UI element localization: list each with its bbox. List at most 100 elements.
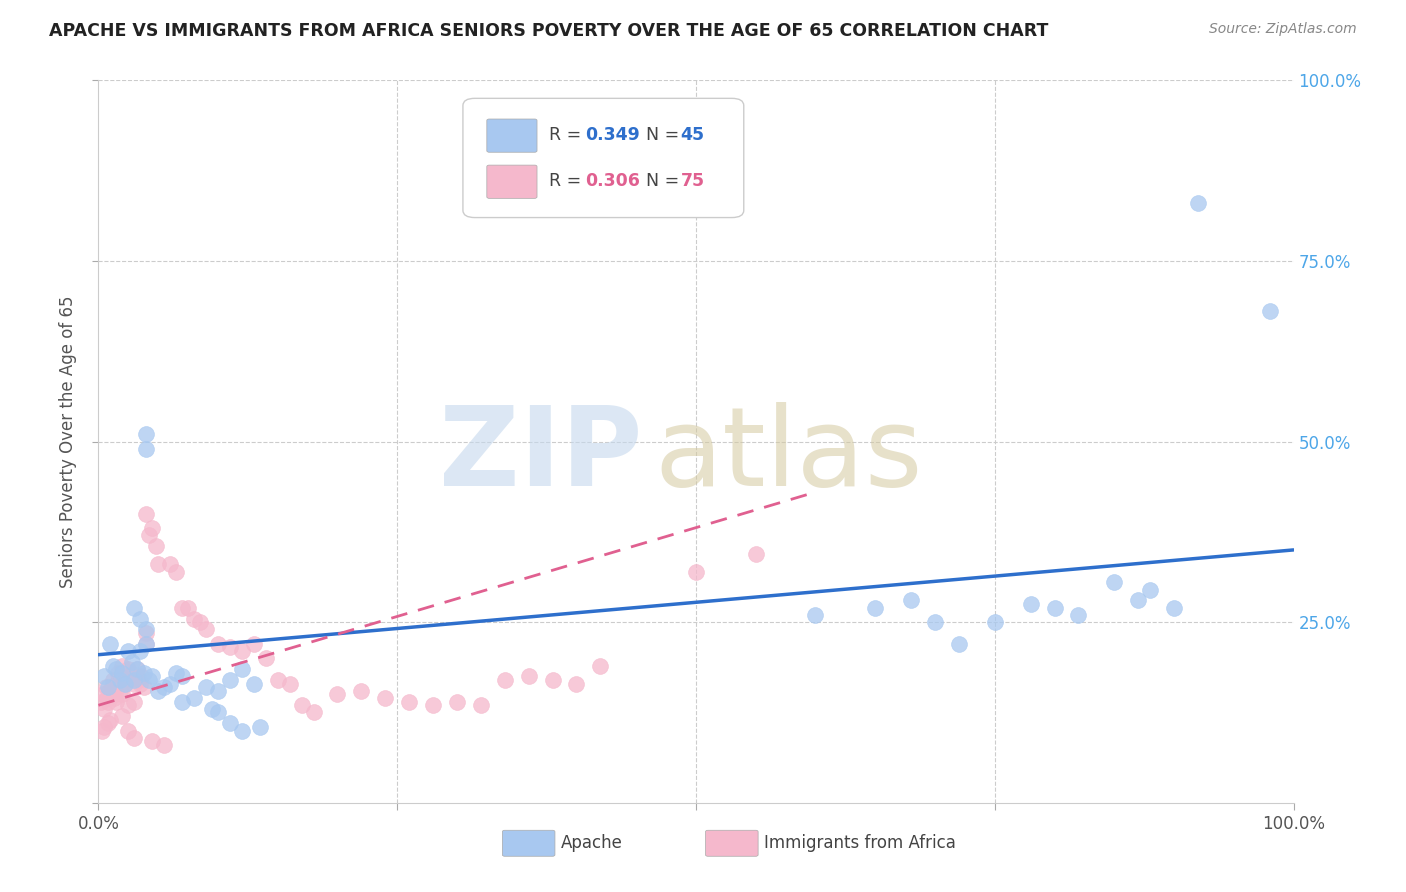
Point	[105, 695, 128, 709]
Point	[470, 698, 492, 713]
Point	[101, 673, 124, 687]
Point	[165, 665, 187, 680]
Text: R =: R =	[548, 172, 586, 190]
Point	[108, 673, 131, 687]
Point	[153, 738, 176, 752]
Text: 0.306: 0.306	[585, 172, 640, 190]
Point	[177, 600, 200, 615]
Point	[129, 611, 152, 625]
Point	[96, 691, 118, 706]
Point	[125, 662, 148, 676]
Text: N =: N =	[645, 172, 685, 190]
Text: Immigrants from Africa: Immigrants from Africa	[763, 834, 956, 852]
Text: 0.349: 0.349	[585, 126, 640, 144]
Y-axis label: Seniors Poverty Over the Age of 65: Seniors Poverty Over the Age of 65	[59, 295, 77, 588]
Point	[948, 637, 970, 651]
Point	[374, 691, 396, 706]
FancyBboxPatch shape	[486, 119, 537, 153]
Point	[1187, 196, 1209, 211]
Text: 45: 45	[681, 126, 704, 144]
Point	[159, 558, 181, 572]
Point	[98, 683, 121, 698]
Point	[125, 662, 148, 676]
Point	[135, 626, 157, 640]
Point	[201, 702, 224, 716]
Point	[91, 687, 114, 701]
Point	[129, 676, 152, 690]
Point	[135, 637, 157, 651]
Text: Source: ZipAtlas.com: Source: ZipAtlas.com	[1209, 22, 1357, 37]
Point	[188, 615, 211, 630]
Point	[172, 600, 194, 615]
FancyBboxPatch shape	[463, 98, 744, 218]
Point	[132, 665, 155, 680]
Point	[98, 687, 122, 701]
Point	[148, 558, 170, 572]
Point	[131, 669, 153, 683]
Point	[111, 658, 134, 673]
Point	[105, 662, 128, 676]
Point	[135, 427, 157, 442]
Point	[103, 691, 125, 706]
Point	[121, 655, 143, 669]
Point	[101, 658, 124, 673]
Point	[117, 698, 139, 713]
Point	[865, 600, 887, 615]
Point	[195, 680, 218, 694]
Point	[159, 676, 181, 690]
Point	[254, 651, 277, 665]
Point	[135, 623, 157, 637]
Point	[117, 644, 139, 658]
Point	[141, 521, 163, 535]
Point	[565, 676, 588, 690]
Point	[231, 723, 253, 738]
Point	[900, 593, 922, 607]
Point	[107, 665, 129, 680]
Point	[350, 683, 373, 698]
Text: atlas: atlas	[654, 402, 922, 509]
Point	[100, 680, 122, 694]
Point	[219, 640, 242, 655]
Point	[115, 669, 138, 683]
Point	[172, 669, 194, 683]
Point	[291, 698, 314, 713]
Point	[1139, 582, 1161, 597]
Point	[398, 695, 420, 709]
FancyBboxPatch shape	[502, 830, 555, 856]
Point	[93, 720, 115, 734]
Point	[1104, 575, 1126, 590]
Point	[98, 637, 122, 651]
Point	[93, 669, 115, 683]
Point	[114, 676, 136, 690]
Point	[97, 680, 120, 694]
Point	[207, 637, 229, 651]
Point	[111, 665, 134, 680]
Point	[108, 683, 131, 698]
Text: APACHE VS IMMIGRANTS FROM AFRICA SENIORS POVERTY OVER THE AGE OF 65 CORRELATION : APACHE VS IMMIGRANTS FROM AFRICA SENIORS…	[49, 22, 1049, 40]
Text: N =: N =	[645, 126, 685, 144]
Point	[745, 547, 768, 561]
Point	[446, 695, 468, 709]
Point	[141, 669, 163, 683]
Point	[1163, 600, 1185, 615]
Point	[118, 673, 141, 687]
Text: 75: 75	[681, 172, 704, 190]
Text: ZIP: ZIP	[439, 402, 643, 509]
Point	[97, 695, 120, 709]
Point	[135, 637, 157, 651]
Point	[541, 673, 564, 687]
Point	[183, 611, 205, 625]
Point	[111, 687, 134, 701]
Point	[128, 673, 150, 687]
Point	[267, 673, 290, 687]
Text: Apache: Apache	[561, 834, 623, 852]
Point	[94, 680, 117, 694]
Point	[104, 687, 127, 701]
Point	[124, 600, 146, 615]
Text: R =: R =	[548, 126, 586, 144]
Point	[1258, 304, 1281, 318]
Point	[124, 673, 146, 687]
Point	[129, 644, 152, 658]
Point	[117, 723, 139, 738]
Point	[138, 528, 160, 542]
